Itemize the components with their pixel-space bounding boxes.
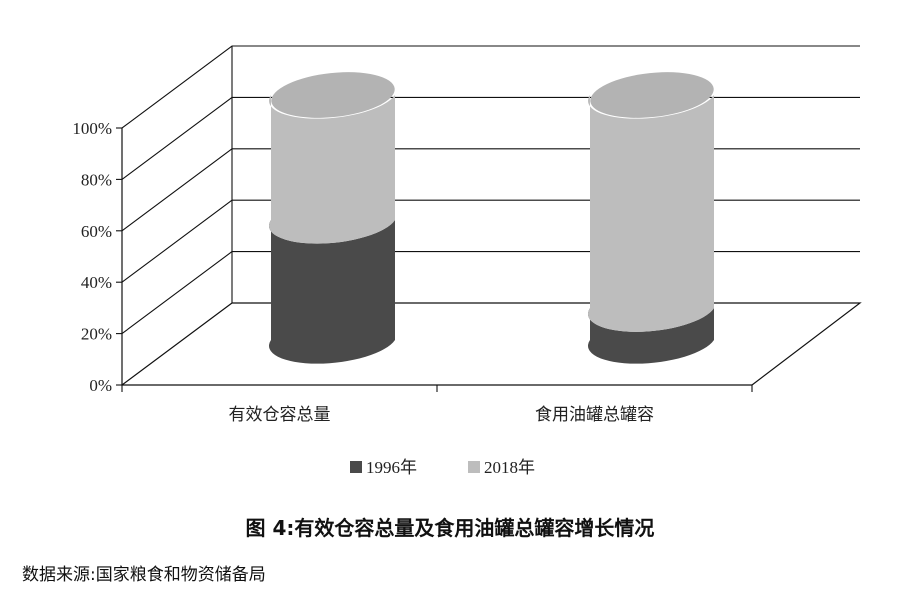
legend-label: 2018年 (484, 458, 535, 477)
gridline (121, 96, 860, 180)
y-tick-label: 20% (81, 325, 112, 344)
legend-label: 1996年 (366, 458, 417, 477)
floor-outline (121, 302, 862, 386)
category-labels: 有效仓容总量 食用油罐总罐容 (229, 405, 655, 425)
gridline (121, 251, 860, 335)
chart-walls (121, 302, 862, 386)
y-tick-label: 60% (81, 222, 112, 241)
gridlines (121, 45, 860, 335)
y-tick-label: 80% (81, 170, 112, 189)
cylinder-1 (268, 72, 395, 364)
cylinder-2 (587, 72, 714, 364)
y-tick-label: 0% (89, 376, 112, 395)
bar-segment-2 (587, 95, 714, 332)
stacked-cylinder-chart: 0% 20% 40% 60% 80% 100% 有效仓容总量 食用油罐总罐容 1996年 20… (72, 45, 862, 477)
bars (268, 72, 714, 364)
y-axis (116, 46, 753, 392)
legend-swatch (350, 461, 362, 473)
data-source: 数据来源:国家粮食和物资储备局 (22, 565, 266, 585)
legend: 1996年 2018年 (350, 458, 535, 477)
legend-swatch (468, 461, 480, 473)
gridline (121, 199, 860, 283)
y-tick-labels: 0% 20% 40% 60% 80% 100% (72, 119, 112, 395)
figure-title: 图 4:有效仓容总量及食用油罐总罐容增长情况 (245, 516, 655, 540)
bar-segment-1 (587, 308, 714, 364)
y-tick-label: 40% (81, 273, 112, 292)
cylinder-top (271, 72, 395, 118)
bar-segment-1 (268, 219, 395, 364)
cylinder-top (590, 72, 714, 118)
gridline (121, 45, 860, 129)
gridline (121, 148, 860, 232)
bar-segment-2 (268, 95, 395, 244)
category-label: 食用油罐总罐容 (535, 405, 654, 425)
category-label: 有效仓容总量 (229, 405, 331, 425)
y-tick-label: 100% (72, 119, 112, 138)
